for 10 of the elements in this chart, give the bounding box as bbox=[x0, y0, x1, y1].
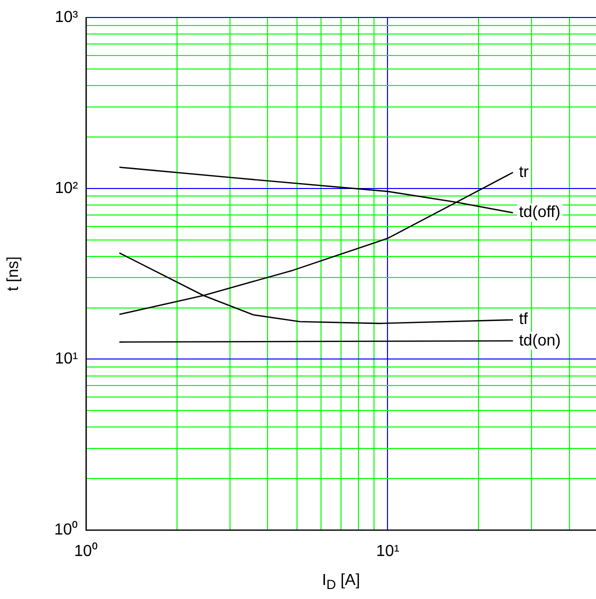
series-label: tf bbox=[518, 311, 528, 328]
series-label: td(off) bbox=[518, 204, 560, 222]
x-axis-title: I$_{D}$ [A] bbox=[322, 572, 360, 592]
y-tick-label: 10⁰ bbox=[54, 520, 78, 538]
series-label: tr bbox=[518, 164, 530, 181]
y-tick-label: 10² bbox=[54, 180, 79, 197]
y-tick-label: 10¹ bbox=[54, 350, 78, 368]
y-tick-label: 10³ bbox=[54, 9, 79, 26]
y-axis-title: t [ns] bbox=[5, 256, 22, 292]
series-label: td(on) bbox=[518, 332, 561, 350]
